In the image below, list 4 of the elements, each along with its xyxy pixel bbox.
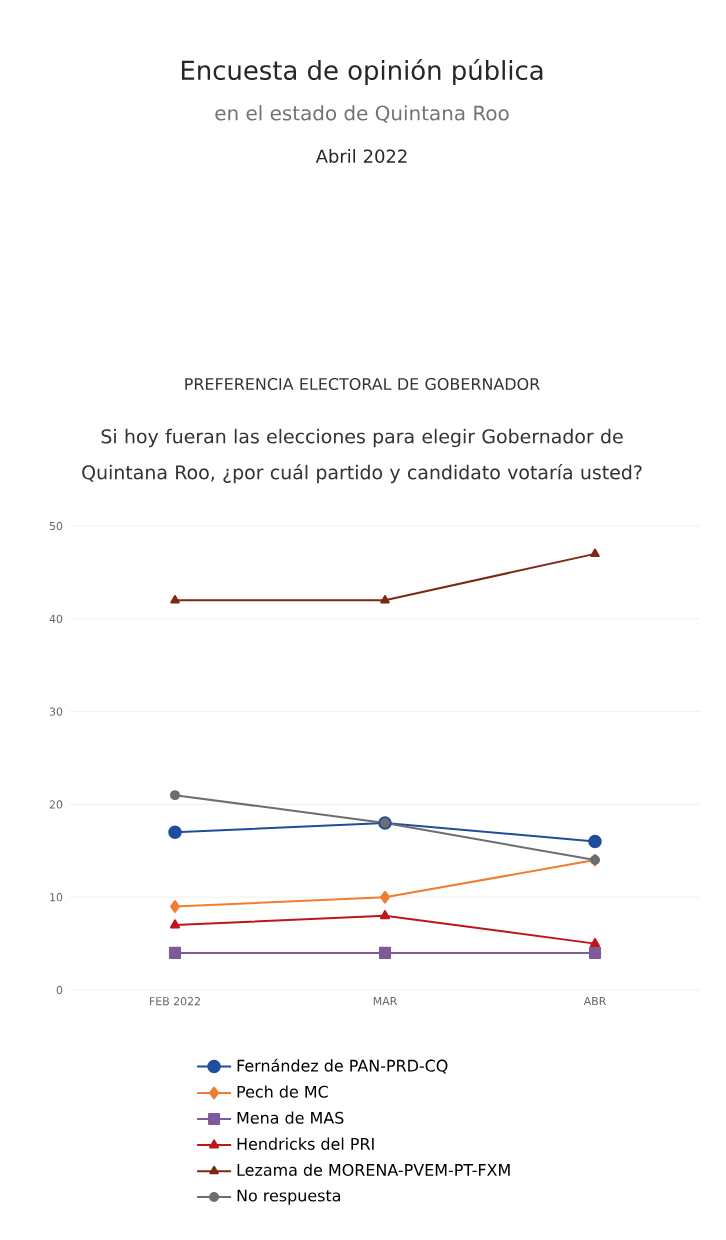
- text: Abril 2022: [315, 149, 407, 163]
- text: Si hoy fueran las elecciones para elegir Gobernador de Quintana Roo, ¿por cuál partido y candidato votaría usted?: [82, 428, 642, 484]
- chart-title: Encuesta de opinión pública: [181, 58, 543, 86]
- chart-subtitle: en el estado de Quintana Roo: [215, 105, 509, 123]
